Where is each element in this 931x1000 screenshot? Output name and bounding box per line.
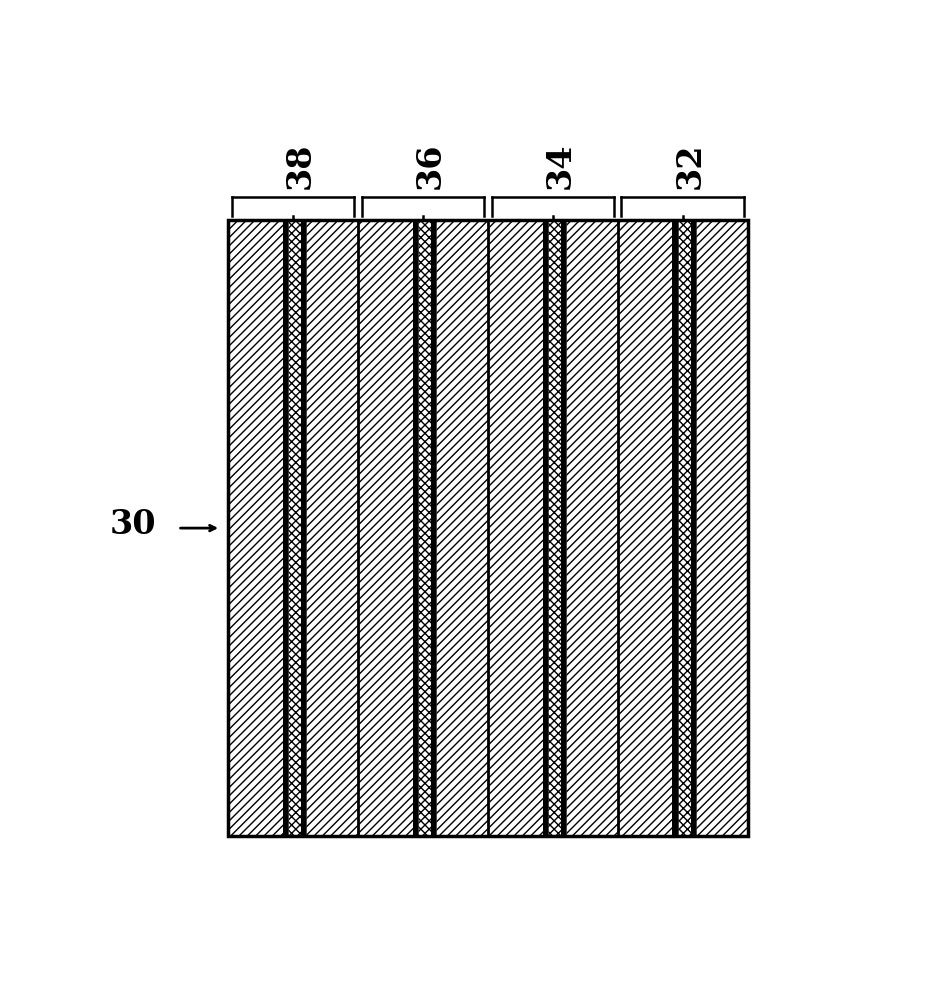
Bar	[431, 220, 436, 836]
Bar	[418, 220, 431, 836]
Bar	[695, 220, 748, 836]
Bar	[678, 220, 691, 836]
Bar	[691, 220, 695, 836]
Bar	[358, 220, 412, 836]
Text: 32: 32	[673, 143, 707, 189]
Bar	[543, 220, 547, 836]
Bar	[283, 220, 288, 836]
Bar	[618, 220, 672, 836]
Bar	[672, 220, 678, 836]
Text: 38: 38	[284, 143, 317, 189]
Text: 34: 34	[544, 143, 576, 189]
Bar	[412, 220, 418, 836]
Text: 30: 30	[110, 508, 156, 541]
Text: 36: 36	[413, 143, 447, 189]
Bar	[228, 220, 283, 836]
Bar	[547, 220, 560, 836]
Bar	[301, 220, 306, 836]
Bar	[436, 220, 488, 836]
Bar	[560, 220, 566, 836]
Bar	[288, 220, 301, 836]
Bar	[306, 220, 358, 836]
Bar	[228, 220, 748, 836]
Bar	[566, 220, 618, 836]
Bar	[488, 220, 543, 836]
